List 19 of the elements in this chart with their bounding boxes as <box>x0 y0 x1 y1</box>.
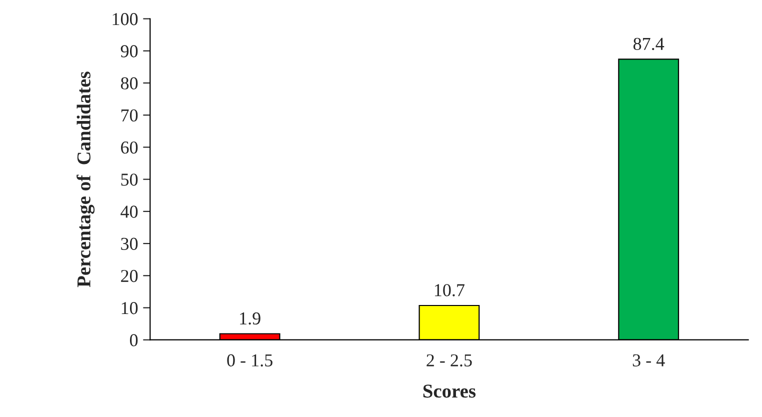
y-tick-label: 40 <box>120 206 138 218</box>
x-tick-label: 0 - 1.5 <box>227 354 272 367</box>
x-axis-title: Scores <box>423 384 476 398</box>
y-tick-label: 60 <box>121 141 138 154</box>
data-label: 87.4 <box>633 38 664 50</box>
y-tick-label: 20 <box>121 270 138 282</box>
data-label: 1.9 <box>240 312 260 325</box>
x-tick-label: 2 - 2.5 <box>426 354 472 367</box>
y-tick-label: 30 <box>121 238 138 250</box>
y-tick-label: 80 <box>120 77 138 90</box>
data-label: 10.7 <box>434 284 464 296</box>
y-tick-label: 70 <box>121 109 138 122</box>
x-tick-label: 3 - 4 <box>632 354 665 366</box>
y-tick-label: 0 <box>130 334 138 346</box>
y-tick-label: 10 <box>122 302 138 314</box>
y-tick-label: 100 <box>112 13 138 26</box>
y-tick-label: 90 <box>120 45 138 58</box>
y-tick-label: 50 <box>121 174 138 186</box>
y-axis-title: Percentage of Candidates <box>76 72 95 288</box>
